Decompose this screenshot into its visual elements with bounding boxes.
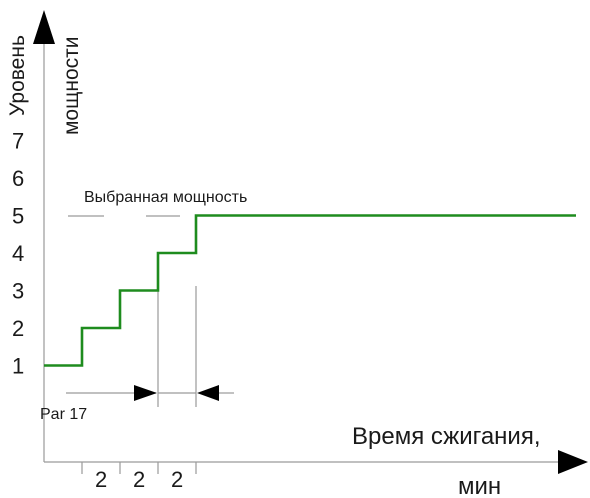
par17-reverse-arrow-icon (197, 385, 219, 401)
x-axis-arrow-icon (558, 450, 588, 474)
y-tick-label: 3 (12, 279, 24, 304)
y-tick-label: 7 (12, 129, 24, 154)
y-axis-title-line2: мощности (60, 36, 83, 135)
y-tick-labels: 1 2 3 4 5 6 7 (12, 129, 24, 379)
y-tick-label: 5 (12, 204, 24, 229)
par17-arrow-icon (134, 385, 157, 401)
x-interval-label: 2 (133, 467, 145, 492)
y-tick-label: 2 (12, 316, 24, 341)
x-axis-title-line1: Время сжигания, (352, 423, 541, 450)
y-axis-title-line1: Уровень (6, 35, 29, 116)
selected-power-label: Выбранная мощность (84, 189, 247, 206)
par17-label: Par 17 (40, 406, 87, 423)
y-tick-label: 6 (12, 166, 24, 191)
x-interval-label: 2 (95, 467, 107, 492)
x-interval-ticks: 2 2 2 (81, 462, 197, 492)
x-interval-label: 2 (171, 467, 183, 492)
power-step-line (44, 214, 576, 367)
y-tick-label: 1 (12, 354, 24, 379)
y-tick-label: 4 (12, 241, 24, 266)
x-axis-title-line2: мин (458, 473, 501, 498)
y-axis-arrow-icon (33, 10, 55, 44)
